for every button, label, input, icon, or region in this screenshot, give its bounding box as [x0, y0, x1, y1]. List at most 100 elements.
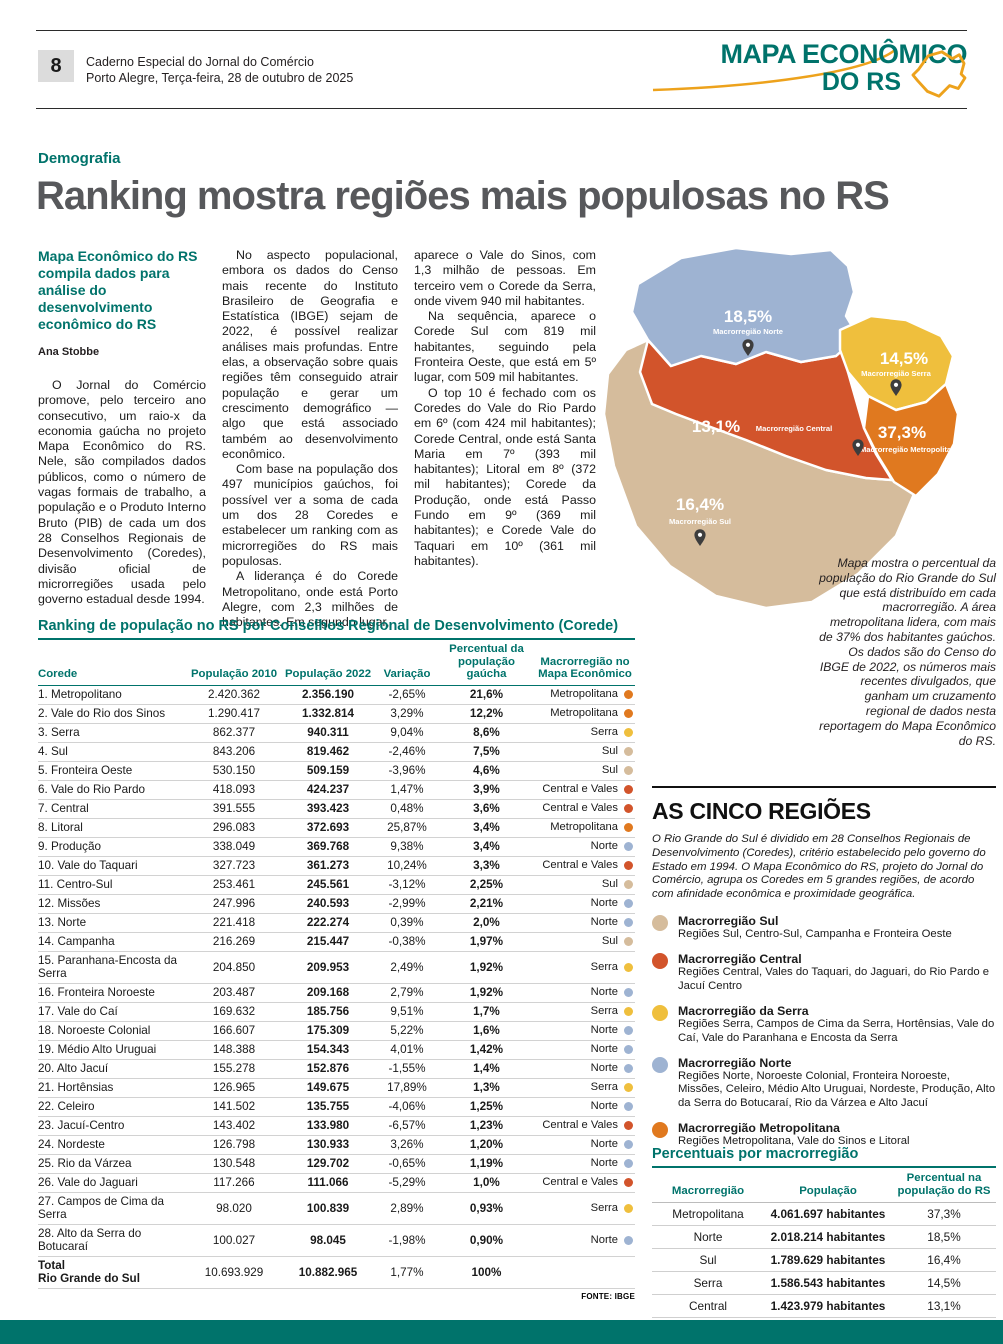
pop-2010-value: 216.269 — [212, 935, 256, 948]
share-value: 3,4% — [473, 840, 500, 853]
body-paragraph: Na sequência, aparece o Corede Sul com 8… — [414, 309, 596, 385]
macro-label: Norte — [590, 897, 618, 909]
pop-2022-value: 369.768 — [306, 840, 350, 853]
table-row: 27. Campos de Cima da Serra 98.020 100.8… — [38, 1193, 635, 1225]
macro-color-dot — [624, 1083, 633, 1092]
variation-value: 9,04% — [390, 726, 424, 739]
region-color-dot — [652, 1122, 668, 1139]
pop-2022-value: 240.593 — [306, 897, 350, 910]
table-row: 5. Fronteira Oeste 530.150 509.159 -3,96… — [38, 762, 635, 781]
macro-label: Sul — [601, 878, 618, 890]
table-row: Central 1.423.979 habitantes 13,1% — [652, 1295, 996, 1318]
macro-cell: Sul — [535, 878, 635, 891]
source-note: FONTE: IBGE — [581, 1291, 635, 1301]
pop-2010-value: 327.723 — [212, 859, 256, 872]
table-row: 12. Missões 247.996 240.593 -2,99% 2,21%… — [38, 895, 635, 914]
variation-value: -2,99% — [388, 897, 426, 910]
pop-2022-value: 100.839 — [306, 1201, 350, 1215]
macro-cell: Serra — [535, 726, 635, 739]
share-value: 1,0% — [473, 1176, 500, 1189]
table-row: 23. Jacuí-Centro 143.402 133.980 -6,57% … — [38, 1117, 635, 1136]
macro-cell: Norte — [535, 1138, 635, 1151]
corede-name: 23. Jacuí-Centro — [38, 1119, 125, 1132]
bottom-teal-bar — [0, 1320, 1003, 1344]
rs-macroregions-map: 18,5% Macrorregião Norte 14,5% Macrorreg… — [596, 244, 1000, 618]
macro-label: Norte — [590, 1062, 618, 1074]
share-value: 1,92% — [469, 960, 504, 974]
header-share: Percentual da população gaúcha — [449, 643, 524, 680]
macro-label: Norte — [590, 1024, 618, 1036]
body-paragraph: A liderança é do Corede Metropolitano, o… — [222, 569, 398, 630]
region-name: Macrorregião Norte — [678, 1056, 792, 1071]
logo-line2: DO RS — [821, 68, 901, 96]
macro-population: 1.423.979 habitantes — [770, 1299, 886, 1313]
corede-name: 15. Paranhana-Encosta da Serra — [38, 954, 178, 980]
macro-cell: Serra — [535, 1005, 635, 1018]
macro-label: Sul — [601, 764, 618, 776]
share-value: 8,6% — [473, 726, 500, 739]
macro-table-header: Macrorregião População Percentual na pop… — [652, 1168, 996, 1203]
text-column-1: Mapa Econômico do RS compila dados para … — [38, 248, 206, 607]
five-regions-box: AS CINCO REGIÕES O Rio Grande do Sul é d… — [652, 786, 996, 1160]
pop-2022-value: 154.343 — [306, 1043, 350, 1056]
table-row: 28. Alto da Serra do Botucaraí 100.027 9… — [38, 1225, 635, 1257]
logo-swoosh-icon — [652, 49, 896, 92]
pop-2022-value: 222.274 — [306, 916, 350, 929]
region-color-dot — [652, 914, 668, 931]
macro-cell: Norte — [535, 897, 635, 910]
table-row: 22. Celeiro 141.502 135.755 -4,06% 1,25%… — [38, 1098, 635, 1117]
pop-2010-value: 148.388 — [212, 1043, 256, 1056]
variation-value: 2,49% — [390, 960, 424, 974]
share-value: 1,19% — [469, 1157, 504, 1170]
macro-label: Norte — [590, 1138, 618, 1150]
corede-name: 18. Noroeste Colonial — [38, 1024, 151, 1037]
legend-item: Macrorregião Metropolitana Regiões Metro… — [652, 1121, 996, 1148]
share-value: 2,25% — [469, 878, 504, 891]
macro-cell: Serra — [535, 961, 635, 974]
publication-date: Porto Alegre, Terça-feira, 28 de outubro… — [86, 71, 354, 85]
variation-value: -5,29% — [388, 1176, 426, 1189]
byline: Ana Stobbe — [38, 346, 100, 358]
pop-2022-value: 1.332.814 — [302, 707, 354, 720]
share-value: 3,6% — [473, 802, 500, 815]
macro-label: Central e Vales — [542, 1176, 618, 1188]
pop-2022-value: 509.159 — [306, 764, 350, 777]
macro-label: Sul — [601, 935, 618, 947]
norte-name-label: Macrorregião Norte — [713, 327, 783, 336]
macro-percent: 13,1% — [927, 1299, 961, 1313]
region-name: Macrorregião Sul — [678, 913, 779, 928]
region-description: Regiões Norte, Noroeste Colonial, Fronte… — [678, 1070, 996, 1109]
macro-label: Central e Vales — [542, 783, 618, 795]
body-paragraph: No aspecto populacional, embora os dados… — [222, 248, 398, 461]
macro-label: Central e Vales — [542, 1119, 618, 1131]
header-corede: Corede — [38, 668, 78, 680]
macro-label: Serra — [590, 960, 618, 973]
serra-pct-label: 14,5% — [880, 349, 928, 368]
share-value: 1,92% — [469, 986, 504, 999]
header-pop-2010: População 2010 — [190, 668, 278, 680]
macro-population: 1.789.629 habitantes — [770, 1253, 886, 1267]
corede-name: 17. Vale do Caí — [38, 1005, 118, 1018]
macro-label: Norte — [590, 1233, 618, 1246]
body-paragraph: Com base na população dos 497 municípios… — [222, 462, 398, 568]
variation-value: 3,29% — [390, 707, 424, 720]
corede-name: 3. Serra — [38, 726, 80, 739]
legend-item: Macrorregião Sul Regiões Sul, Centro-Sul… — [652, 914, 996, 941]
five-regions-title: AS CINCO REGIÕES — [652, 798, 871, 824]
corede-name: 14. Campanha — [38, 935, 115, 948]
macro-percent-table: Percentuais por macrorregião Macrorregiã… — [652, 1146, 996, 1318]
macro-cell: Norte — [535, 1157, 635, 1170]
macro-cell: Metropolitana — [535, 821, 635, 834]
variation-value: 3,26% — [390, 1138, 424, 1151]
macro-color-dot — [624, 937, 633, 946]
metropolitana-pct-label: 37,3% — [878, 423, 926, 442]
pop-2022-value: 133.980 — [306, 1119, 350, 1132]
table-row: 15. Paranhana-Encosta da Serra 204.850 2… — [38, 952, 635, 984]
macro-color-dot — [624, 1064, 633, 1073]
variation-value: -3,12% — [388, 878, 426, 891]
page-title: Ranking mostra regiões mais populosas no… — [36, 174, 890, 218]
corede-name: 10. Vale do Taquari — [38, 859, 138, 872]
macro-name: Sul — [699, 1253, 717, 1267]
pop-2010-value: 530.150 — [212, 764, 256, 777]
macro-cell: Sul — [535, 745, 635, 758]
